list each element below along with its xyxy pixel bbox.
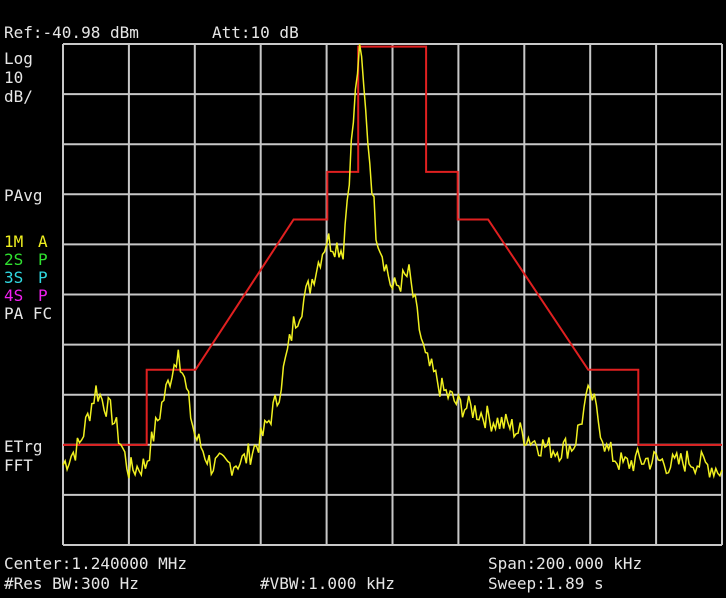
center-frequency-label: Center:1.240000 MHz [4,554,188,573]
trace4-label: 4S [4,286,24,305]
res-bw-label: #Res BW:300 Hz [4,574,139,593]
fft-label: FFT [4,456,33,475]
vbw-label: #VBW:1.000 kHz [260,574,395,593]
ref-level-label: Ref:-40.98 dBm [4,23,139,42]
attenuation-label: Att:10 dB [212,23,299,42]
sweep-label: Sweep:1.89 s [488,574,604,593]
average-mode-label: PAvg [4,186,43,205]
trace3-label: 3S [4,268,24,287]
pa-fc-label: PA FC [4,304,53,323]
span-label: Span:200.000 kHz [488,554,643,573]
trace4-mode: P [38,286,48,305]
scale-value-label: 10 [4,68,24,87]
trace1-mode: A [38,232,48,251]
trace2-mode: P [38,250,48,269]
limit-mask-line [63,45,722,446]
trace2-label: 2S [4,250,24,269]
scale-type-label: Log [4,49,33,68]
trigger-label: ETrg [4,437,43,456]
trace1-label: 1M [4,232,24,251]
spectrum-trace [62,43,723,479]
graticule-grid [62,43,723,546]
trace3-mode: P [38,268,48,287]
scale-unit-label: dB/ [4,87,33,106]
